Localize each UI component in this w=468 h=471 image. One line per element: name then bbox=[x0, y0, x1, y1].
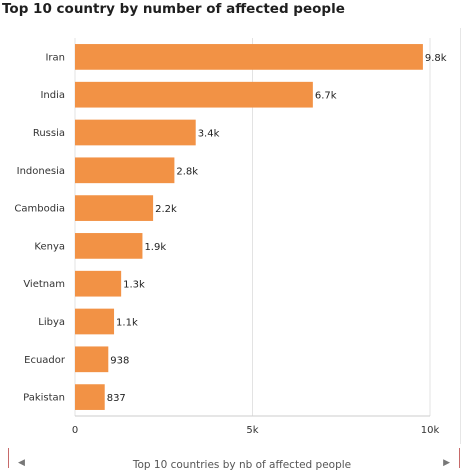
data-label: 1.9k bbox=[144, 242, 166, 253]
bar bbox=[75, 270, 122, 297]
chart-caption: Top 10 countries by nb of affected peopl… bbox=[132, 459, 352, 471]
next-arrow-icon[interactable]: ▶ bbox=[443, 458, 450, 468]
bar bbox=[75, 81, 313, 108]
bar bbox=[75, 44, 423, 70]
footer-right-edge bbox=[459, 448, 460, 468]
bar-chart: 0 5k 10k Iran 9.8k India 6.7k Russia 3.4k Indones… bbox=[14, 38, 447, 436]
data-label: 938 bbox=[110, 355, 129, 366]
chart-area: 0 5k 10k Iran 9.8k India 6.7k Russia 3.4k Indones… bbox=[0, 28, 461, 444]
data-label: 1.1k bbox=[116, 318, 138, 329]
y-tick-label: Kenya bbox=[34, 241, 65, 252]
y-tick-label: Vietnam bbox=[23, 279, 65, 290]
y-tick-label: Ecuador bbox=[24, 355, 66, 366]
y-tick-label: Indonesia bbox=[17, 166, 65, 177]
bar bbox=[75, 195, 154, 221]
previous-arrow-icon[interactable]: ◀ bbox=[18, 458, 25, 468]
data-label: 6.7k bbox=[315, 91, 337, 102]
data-label: 837 bbox=[107, 393, 126, 404]
data-label: 2.8k bbox=[176, 166, 198, 177]
y-tick-label: India bbox=[40, 90, 65, 101]
y-tick-label: Iran bbox=[45, 52, 65, 63]
y-tick-label: Libya bbox=[38, 317, 65, 328]
y-tick-label: Pakistan bbox=[23, 393, 65, 404]
bar bbox=[75, 119, 196, 146]
chart-title: Top 10 country by number of affected peo… bbox=[2, 1, 345, 17]
bar bbox=[75, 233, 143, 259]
data-label: 1.3k bbox=[123, 280, 145, 291]
data-label: 3.4k bbox=[198, 129, 220, 140]
x-tick-label: 0 bbox=[72, 425, 78, 436]
bar bbox=[75, 308, 115, 335]
data-label: 9.8k bbox=[425, 53, 447, 64]
y-tick-label: Cambodia bbox=[14, 204, 65, 215]
y-tick-label: Russia bbox=[33, 128, 65, 139]
footer-left-edge bbox=[8, 448, 9, 468]
chart-footer: ◀ Top 10 countries by nb of affected peo… bbox=[0, 446, 468, 471]
bar bbox=[75, 384, 105, 410]
bar bbox=[75, 157, 175, 184]
data-label: 2.2k bbox=[155, 204, 177, 215]
bar bbox=[75, 346, 109, 373]
x-tick-label: 10k bbox=[421, 425, 440, 436]
x-tick-label: 5k bbox=[246, 425, 258, 436]
